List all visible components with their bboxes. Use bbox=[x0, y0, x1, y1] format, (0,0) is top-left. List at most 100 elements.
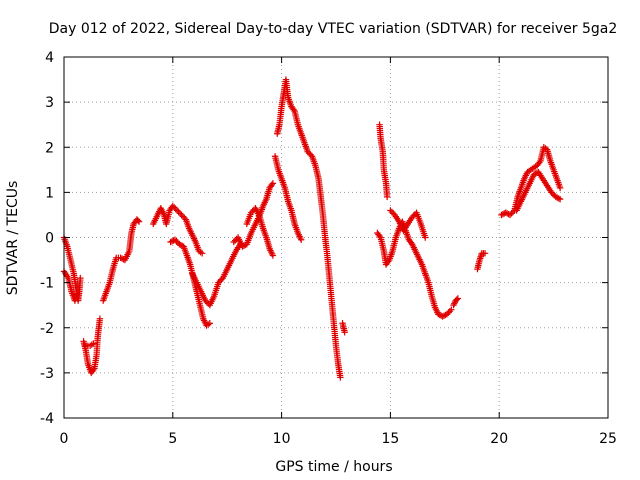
data-point bbox=[172, 205, 179, 213]
data-point bbox=[443, 311, 451, 318]
data-point bbox=[505, 210, 512, 218]
data-point bbox=[445, 309, 452, 316]
y-tick-label: 0 bbox=[45, 231, 54, 247]
data-point bbox=[440, 312, 448, 319]
x-axis: 0 5 10 15 20 25 bbox=[60, 57, 617, 447]
data-point bbox=[388, 208, 396, 216]
y-axis: 4 3 2 1 0 -1 -2 -3 -4 bbox=[40, 50, 608, 427]
data-point bbox=[498, 211, 505, 219]
data-point bbox=[337, 374, 344, 381]
y-tick-label: 4 bbox=[45, 50, 54, 66]
data-point bbox=[451, 300, 458, 307]
data-point bbox=[203, 298, 211, 306]
data-point bbox=[446, 308, 454, 315]
data-point bbox=[305, 150, 313, 157]
data-point bbox=[178, 211, 185, 219]
data-point bbox=[177, 241, 184, 249]
y-axis-title: SDTVAR / TECUs bbox=[5, 181, 21, 296]
x-tick-label: 15 bbox=[381, 431, 399, 447]
data-point bbox=[453, 296, 460, 303]
data-point bbox=[499, 210, 507, 218]
y-tick-label: -4 bbox=[40, 411, 54, 427]
data-point bbox=[269, 180, 277, 187]
x-axis-title: GPS time / hours bbox=[275, 459, 392, 475]
data-point bbox=[383, 193, 391, 201]
data-point bbox=[506, 211, 514, 219]
x-tick-label: 20 bbox=[490, 431, 508, 447]
data-point bbox=[307, 151, 314, 158]
data-point bbox=[249, 207, 256, 215]
data-point bbox=[555, 195, 562, 202]
data-point bbox=[240, 242, 248, 249]
data-point bbox=[556, 184, 564, 192]
data-point bbox=[450, 301, 457, 309]
data-point bbox=[173, 238, 180, 245]
y-tick-label: 3 bbox=[45, 95, 54, 111]
data-point bbox=[410, 212, 417, 219]
data-point bbox=[304, 148, 311, 155]
y-tick-label: 1 bbox=[45, 185, 54, 201]
data-point bbox=[179, 213, 187, 220]
data-point bbox=[297, 236, 305, 243]
data-point bbox=[239, 243, 246, 250]
data-point bbox=[376, 232, 383, 240]
data-point bbox=[552, 193, 559, 201]
data-point bbox=[387, 207, 394, 214]
data-point bbox=[548, 189, 555, 196]
data-point bbox=[73, 290, 81, 298]
data-point bbox=[181, 214, 188, 222]
data-point bbox=[169, 202, 176, 210]
data-point bbox=[135, 218, 143, 225]
data-point bbox=[454, 295, 462, 302]
data-point bbox=[173, 207, 181, 214]
x-tick-label: 5 bbox=[168, 431, 177, 447]
data-point bbox=[171, 204, 178, 211]
data-point bbox=[90, 340, 97, 347]
data-point bbox=[77, 274, 84, 282]
data-point bbox=[134, 217, 142, 224]
x-tick-label: 25 bbox=[599, 431, 617, 447]
data-point bbox=[269, 252, 277, 259]
data-point bbox=[502, 209, 509, 216]
data-point bbox=[481, 250, 489, 257]
data-point bbox=[170, 237, 177, 244]
y-tick-label: 2 bbox=[45, 140, 54, 156]
data-point bbox=[554, 194, 561, 201]
data-points bbox=[60, 76, 564, 381]
data-point bbox=[290, 106, 297, 113]
data-point bbox=[422, 234, 429, 241]
data-point bbox=[509, 208, 517, 216]
data-point bbox=[435, 311, 442, 318]
data-point bbox=[247, 209, 255, 216]
y-tick-label: -2 bbox=[40, 321, 54, 337]
data-point bbox=[167, 238, 174, 246]
data-point bbox=[530, 171, 538, 178]
data-point bbox=[341, 329, 348, 336]
data-point bbox=[230, 238, 237, 246]
x-tick-label: 10 bbox=[273, 431, 291, 447]
data-point bbox=[268, 181, 276, 189]
data-point bbox=[216, 277, 224, 285]
data-point bbox=[436, 311, 443, 319]
data-point bbox=[536, 159, 543, 166]
data-point bbox=[202, 297, 209, 304]
y-tick-label: -1 bbox=[40, 276, 54, 292]
data-point bbox=[206, 320, 213, 327]
data-point bbox=[218, 276, 225, 283]
x-tick-label: 0 bbox=[60, 431, 69, 447]
y-tick-label: -3 bbox=[40, 366, 54, 382]
data-point bbox=[90, 366, 97, 374]
data-point bbox=[549, 190, 557, 198]
data-point bbox=[385, 258, 392, 265]
data-point bbox=[215, 279, 222, 286]
data-point bbox=[448, 306, 455, 313]
data-point bbox=[176, 210, 184, 217]
chart-title: Day 012 of 2022, Sidereal Day-to-day VTE… bbox=[49, 21, 618, 37]
data-point bbox=[508, 210, 515, 217]
data-point bbox=[439, 313, 446, 320]
data-point bbox=[408, 213, 416, 221]
data-point bbox=[176, 241, 183, 248]
data-point bbox=[198, 250, 206, 257]
